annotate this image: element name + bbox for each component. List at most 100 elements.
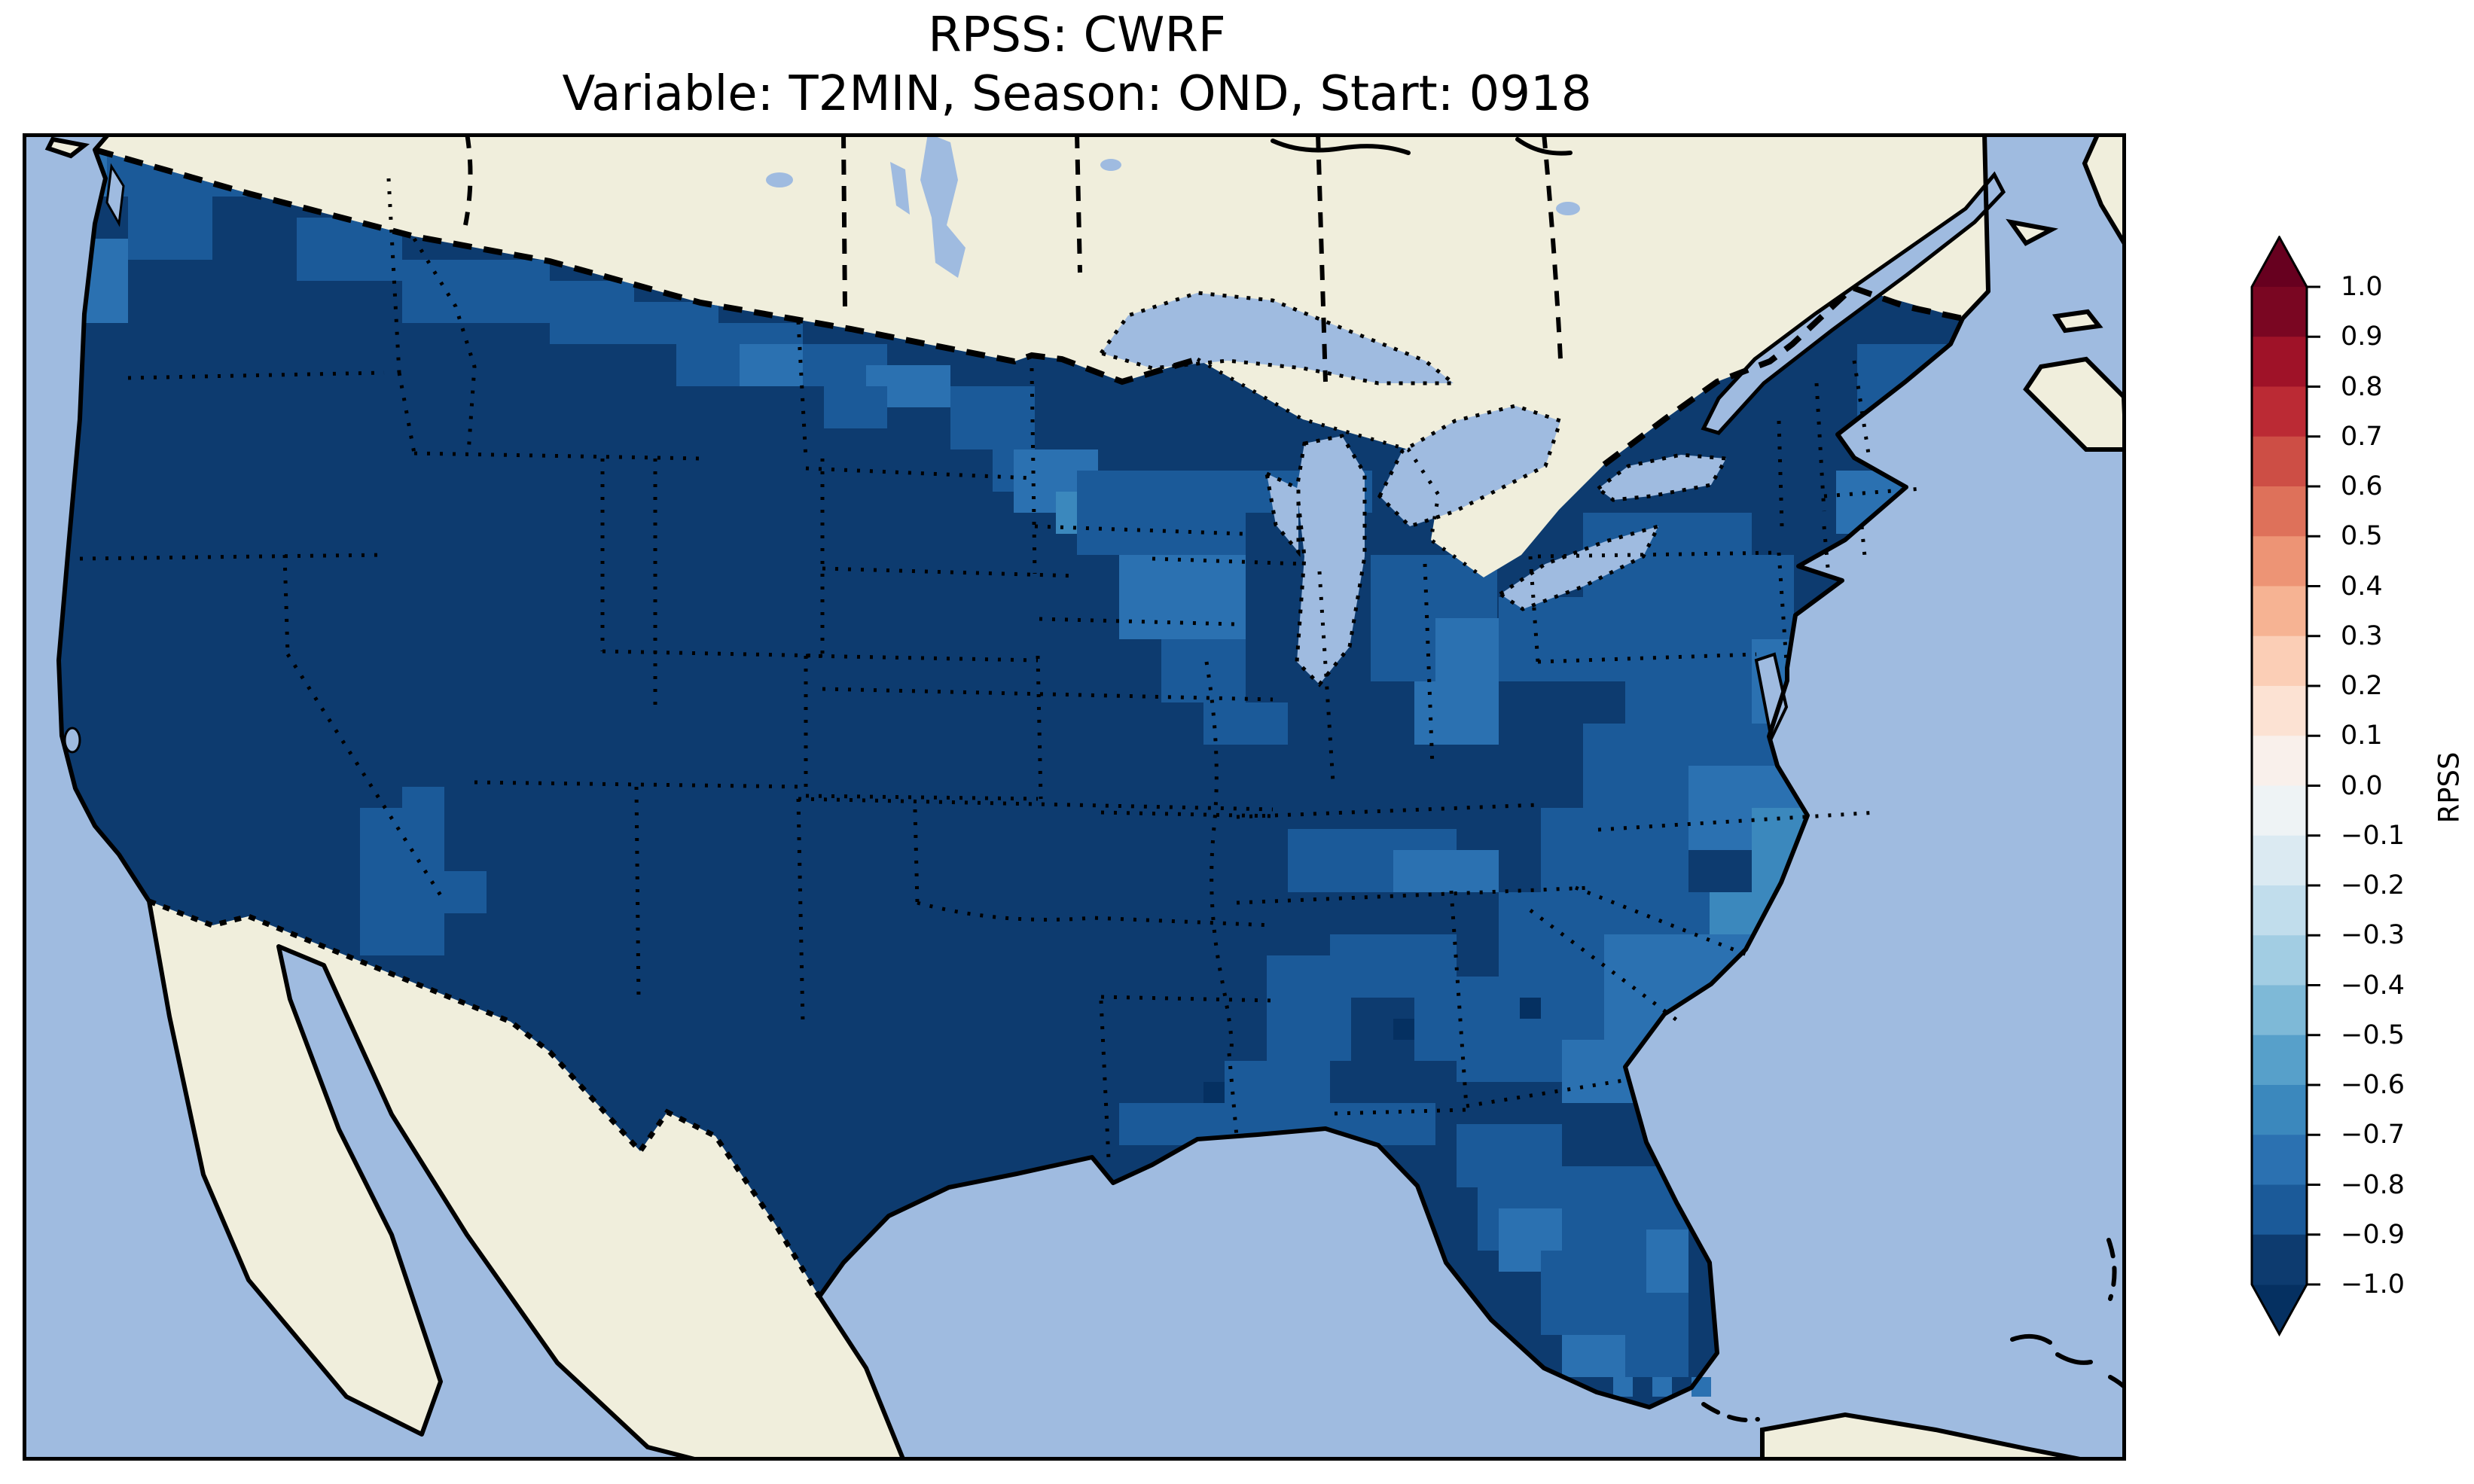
rpss-cell-under (1520, 998, 1541, 1019)
rpss-cell-b7 (1393, 850, 1499, 892)
cuba (1760, 1412, 2088, 1461)
colorbar-over-arrow (2252, 237, 2307, 287)
rpss-cell-b8 (1077, 471, 1246, 555)
rpss-cell-b8 (444, 871, 487, 913)
canada-province-borders (463, 133, 1563, 382)
colorbar-segment (2252, 785, 2307, 836)
rpss-cell-b7 (1562, 1335, 1625, 1377)
colorbar-tick-label: 0.0 (2341, 770, 2383, 801)
rpss-cell-b8 (950, 386, 1035, 449)
colorbar-tick-label: 0.1 (2341, 721, 2383, 751)
colorbar-tick-label: 0.3 (2341, 620, 2383, 651)
vancouver-island-tip (44, 136, 90, 159)
florida-keys-chain (1701, 1238, 2117, 1423)
colorbar-segment (2252, 935, 2307, 986)
colorbar-segment (2252, 436, 2307, 487)
colorbar-segment (2252, 287, 2307, 337)
rpss-cell-under (1393, 1019, 1414, 1040)
st-lawrence-river (1701, 171, 2006, 435)
rpss-cell-b8 (1414, 977, 1499, 1061)
rpss-cell-b8 (1541, 808, 1688, 892)
colorbar-segment (2252, 386, 2307, 437)
colorbar-tick-label: 1.0 (2341, 272, 2383, 302)
us-mexico-border (148, 898, 822, 1298)
colorbar-segment (2252, 1035, 2307, 1086)
colorbar-tick-label: −0.2 (2341, 870, 2405, 900)
map-axes (23, 133, 2126, 1461)
canada-small-lake (1100, 159, 1121, 171)
us-state-borders (79, 178, 1923, 1159)
chesapeake-bay (1754, 652, 1789, 744)
rpss-cell-b8 (360, 808, 444, 955)
colorbar-tick-label: −0.7 (2341, 1120, 2405, 1150)
rpss-cell-b7 (1414, 681, 1499, 745)
colorbar-tick-label: 0.2 (2341, 671, 2383, 701)
colorbar-tick-label: −0.9 (2341, 1219, 2405, 1250)
colorbar-tick-label: −0.5 (2341, 1019, 2405, 1050)
colorbar-segment (2252, 1184, 2307, 1236)
lake-huron (1377, 404, 1563, 529)
rpss-cell-b8 (550, 281, 634, 344)
rpss-cell-b7 (1119, 555, 1246, 639)
colorbar-segment (2252, 337, 2307, 387)
nova-scotia (2023, 356, 2126, 452)
colorbar-segment (2252, 736, 2307, 786)
rpss-cell-b8 (1203, 702, 1288, 745)
colorbar-tick-label: −0.1 (2341, 820, 2405, 851)
puget-sound (105, 163, 125, 227)
rpss-grid-cells-offshore (1613, 1377, 1711, 1397)
colorbar-tick-label: −1.0 (2341, 1269, 2405, 1300)
colorbar-tick-marks (2307, 285, 2320, 1286)
rpss-cell-b8 (402, 787, 444, 829)
rpss-cell-b7 (1652, 1377, 1672, 1397)
colorbar-segment (2252, 686, 2307, 736)
colorbar-segment (2252, 486, 2307, 537)
rpss-cell-b8 (1161, 639, 1246, 702)
colorbar-tick-label: 0.7 (2341, 421, 2383, 452)
colorbar-tick-label: 0.5 (2341, 521, 2383, 552)
lake-ontario (1594, 453, 1730, 502)
rpss-cell-b8 (993, 449, 1014, 492)
lake-winnipegosis (890, 162, 910, 215)
rpss-cell-under (1203, 1082, 1225, 1103)
colorbar-segment (2252, 885, 2307, 936)
colorbar-tick-label: 0.4 (2341, 571, 2383, 602)
rpss-cell-b7 (1435, 618, 1499, 681)
rpss-cell-b8 (402, 260, 550, 323)
map-frame (23, 133, 2126, 1461)
colorbar-tick-label: −0.3 (2341, 920, 2405, 951)
lake-michigan (1295, 434, 1367, 687)
colorbar-tick-label: 0.6 (2341, 471, 2383, 501)
rpss-cell-b8 (824, 386, 887, 428)
colorbar-segment (2252, 835, 2307, 886)
colorbar-tick-label: 0.9 (2341, 321, 2383, 352)
canada-north-shore-detail (1271, 137, 1573, 156)
colorbar-tick-label: −0.8 (2341, 1169, 2405, 1200)
canada-small-lake (1556, 202, 1580, 215)
rpss-cell-b7 (740, 344, 803, 386)
colorbar-segment (2252, 586, 2307, 637)
us-canada-border (93, 147, 1963, 468)
chart-title-line1: RPSS: CWRF (928, 8, 1226, 63)
lake-erie (1496, 523, 1662, 611)
colorbar-segments (2252, 287, 2307, 1285)
colorbar-segment (2252, 1234, 2307, 1285)
colorbar-segment (2252, 985, 2307, 1036)
rpss-cell-b7 (1613, 1377, 1633, 1397)
rpss-cell-b7 (1646, 1230, 1688, 1293)
chart-title: RPSS: CWRF Variable: T2MIN, Season: OND,… (562, 6, 1591, 123)
rpss-cell-b8 (1667, 555, 1794, 639)
prince-edward-island (2051, 309, 2103, 334)
rpss-cell-b8 (128, 197, 212, 260)
green-bay (1264, 470, 1301, 557)
colorbar-segment (2252, 1135, 2307, 1185)
conus-rpss-map (23, 133, 2126, 1461)
newfoundland-corner (2082, 133, 2126, 251)
canada-small-lake (766, 172, 793, 187)
colorbar-segment (2252, 635, 2307, 687)
lake-winnipeg (920, 133, 966, 278)
colorbar-segment (2252, 536, 2307, 587)
colorbar-tick-label: −0.6 (2341, 1070, 2405, 1100)
colorbar-under-arrow (2252, 1284, 2307, 1334)
